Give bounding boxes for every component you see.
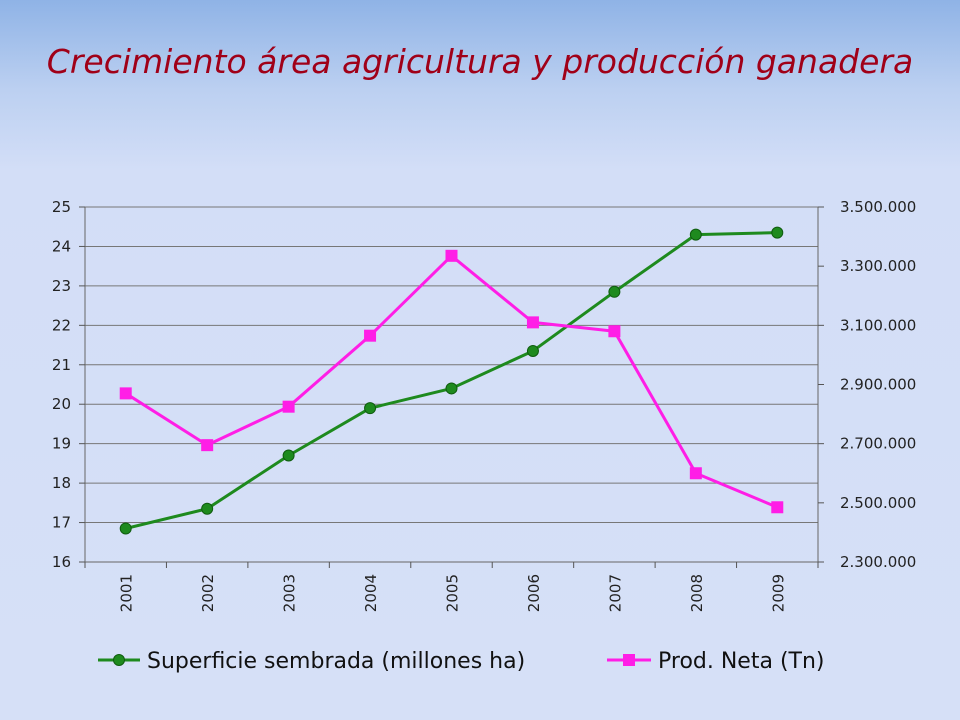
data-point <box>445 249 458 262</box>
x-tick-label: 2001 <box>118 574 136 612</box>
data-point <box>689 228 702 241</box>
x-tick-label: 2004 <box>362 574 380 612</box>
data-point <box>282 400 295 413</box>
x-tick-label: 2006 <box>525 574 543 612</box>
page-title: Crecimiento área agricultura y producció… <box>46 42 914 81</box>
y-right-tick-label: 2.500.000 <box>840 494 916 512</box>
data-point <box>364 329 377 342</box>
x-axis: 2001 2002 2003 2004 2005 2006 2007 2008 2009 <box>84 562 819 612</box>
legend: Superficie sembrada (millones ha) Prod. N… <box>98 649 825 674</box>
y-right-tick-label: 2.700.000 <box>840 435 916 453</box>
left-y-axis: 16 17 18 19 20 21 22 23 24 25 <box>52 198 85 571</box>
x-tick-label: 2002 <box>199 574 217 612</box>
y-right-tick-label: 3.100.000 <box>840 316 916 334</box>
series-lines <box>124 231 778 530</box>
y-right-tick-label: 2.300.000 <box>840 553 916 571</box>
series-markers <box>119 226 784 535</box>
y-left-tick-label: 20 <box>52 395 71 413</box>
data-point <box>608 285 621 298</box>
x-tick-label: 2008 <box>688 574 706 612</box>
series-line-1 <box>125 231 778 530</box>
data-point <box>771 226 784 239</box>
y-left-tick-label: 23 <box>52 277 71 295</box>
legend-marker-2 <box>623 654 635 666</box>
y-left-tick-label: 19 <box>52 435 71 453</box>
y-right-tick-label: 3.500.000 <box>840 198 916 216</box>
data-point <box>119 387 132 400</box>
y-right-tick-label: 2.900.000 <box>840 376 916 394</box>
x-tick-label: 2009 <box>769 574 787 612</box>
data-point <box>526 344 539 357</box>
y-left-tick-label: 18 <box>52 474 71 492</box>
x-tick-label: 2003 <box>281 574 299 612</box>
y-left-tick-label: 22 <box>52 316 71 334</box>
data-point <box>771 501 784 514</box>
legend-label-1: Superficie sembrada (millones ha) <box>147 649 525 674</box>
data-point <box>526 316 539 329</box>
data-point <box>364 402 377 415</box>
data-point <box>608 325 621 338</box>
x-tick-label: 2005 <box>444 574 462 612</box>
data-point <box>201 502 214 515</box>
y-left-tick-label: 21 <box>52 356 71 374</box>
data-point <box>201 439 214 452</box>
y-left-tick-label: 25 <box>52 198 71 216</box>
y-left-tick-label: 17 <box>52 514 71 532</box>
data-point <box>689 467 702 480</box>
data-point <box>445 382 458 395</box>
y-right-tick-label: 3.300.000 <box>840 257 916 275</box>
y-left-tick-label: 24 <box>52 237 71 255</box>
x-tick-label: 2007 <box>606 574 624 612</box>
legend-marker-1 <box>113 654 125 666</box>
right-y-axis: 2.300.000 2.500.000 2.700.000 2.900.000 3.10… <box>818 198 916 571</box>
data-point <box>282 449 295 462</box>
series-line-2 <box>124 254 778 509</box>
legend-label-2: Prod. Neta (Tn) <box>658 649 825 674</box>
y-left-tick-label: 16 <box>52 553 71 571</box>
data-point <box>119 522 132 535</box>
